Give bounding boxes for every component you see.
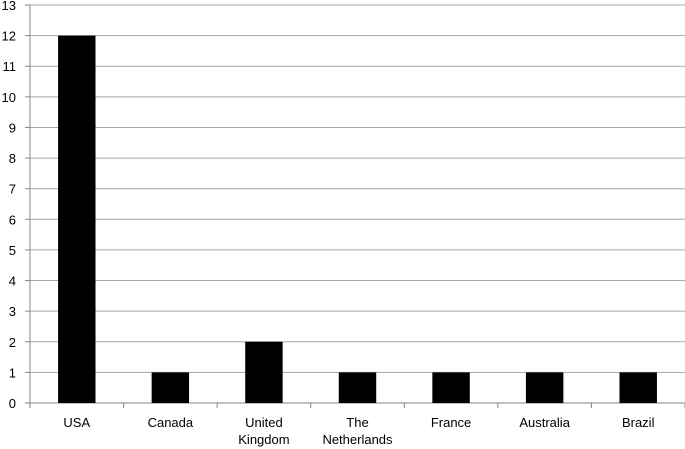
x-tick-label: Brazil xyxy=(622,415,655,430)
x-tick-label: United Kingdom xyxy=(238,415,289,447)
y-tick-label: 9 xyxy=(9,120,16,135)
bar xyxy=(151,372,190,403)
bar xyxy=(432,372,470,403)
bar xyxy=(525,372,564,403)
y-tick-label: 7 xyxy=(9,182,16,197)
bar xyxy=(58,35,96,403)
x-tick-label: Australia xyxy=(519,415,570,430)
bar xyxy=(338,372,377,403)
y-tick-label: 2 xyxy=(9,335,16,350)
y-tick-label: 10 xyxy=(2,90,16,105)
y-tick-label: 13 xyxy=(2,0,16,13)
x-tick-label: The Netherlands xyxy=(322,415,393,447)
y-tick-label: 4 xyxy=(9,274,16,289)
y-tick-label: 3 xyxy=(9,304,16,319)
y-tick-label: 6 xyxy=(9,212,16,227)
y-tick-label: 0 xyxy=(9,396,16,411)
bar xyxy=(245,341,283,403)
x-tick-label: Canada xyxy=(148,415,194,430)
bar xyxy=(619,372,657,403)
y-tick-label: 12 xyxy=(2,29,16,44)
y-tick-label: 1 xyxy=(9,365,16,380)
x-tick-label: USA xyxy=(63,415,90,430)
x-tick-label: France xyxy=(431,415,471,430)
y-tick-label: 5 xyxy=(9,243,16,258)
y-tick-label: 11 xyxy=(3,59,17,74)
y-tick-label: 8 xyxy=(9,151,16,166)
